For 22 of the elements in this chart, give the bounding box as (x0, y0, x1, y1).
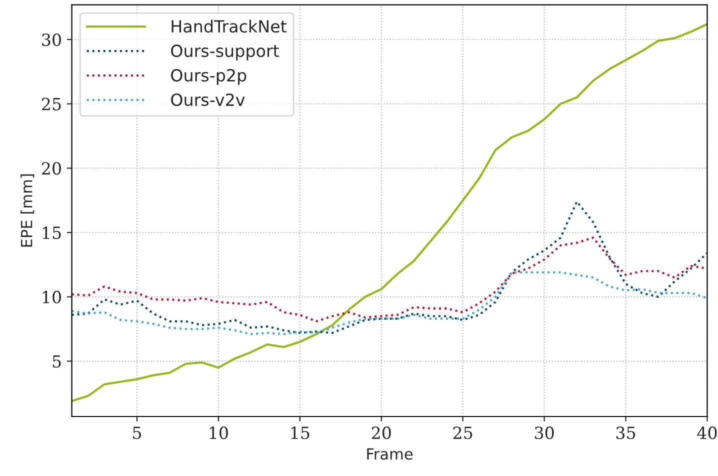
x-tick-label: 15 (291, 426, 310, 440)
legend-label: Ours-v2v (171, 93, 245, 106)
y-tick-label: 5 (52, 355, 61, 368)
x-tick-label: 25 (453, 426, 472, 440)
legend-label: Ours-support (171, 44, 279, 60)
line-series (72, 271, 708, 336)
y-tick-label: 10 (42, 290, 61, 304)
y-tick-label: 25 (42, 98, 61, 110)
x-tick-label: 35 (616, 426, 636, 440)
y-tick-label: 20 (42, 162, 61, 175)
x-tick-label: 20 (372, 426, 391, 440)
y-tick-label: 30 (42, 33, 61, 46)
y-tick-label: 15 (42, 226, 61, 240)
y-axis-title: EPE [mm] (20, 174, 34, 247)
legend-label: HandTrackNet (172, 20, 286, 33)
x-tick-label: 10 (210, 426, 228, 440)
x-axis-title: Frame (367, 448, 413, 460)
legend-label: Ours-p2p (171, 68, 246, 85)
x-tick-label: 30 (534, 426, 554, 440)
line-series (72, 200, 708, 334)
x-tick-label: 40 (697, 426, 717, 440)
x-tick-label: 5 (133, 426, 141, 440)
